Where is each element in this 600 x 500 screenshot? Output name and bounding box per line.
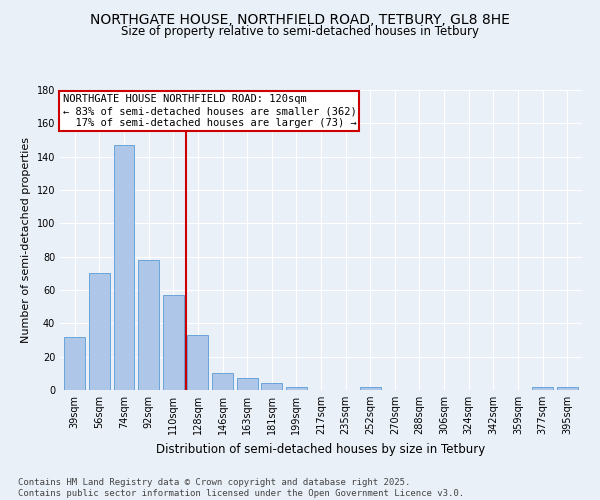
Bar [236, 378, 257, 390]
Text: Size of property relative to semi-detached houses in Tetbury: Size of property relative to semi-detach… [121, 25, 479, 38]
Bar [360, 386, 381, 390]
Bar [286, 386, 307, 390]
Bar [64, 336, 85, 390]
Bar [261, 384, 282, 390]
Bar [212, 374, 233, 390]
Text: Distribution of semi-detached houses by size in Tetbury: Distribution of semi-detached houses by … [157, 442, 485, 456]
Bar [532, 386, 553, 390]
Bar [163, 295, 184, 390]
Text: NORTHGATE HOUSE, NORTHFIELD ROAD, TETBURY, GL8 8HE: NORTHGATE HOUSE, NORTHFIELD ROAD, TETBUR… [90, 12, 510, 26]
Bar [113, 145, 134, 390]
Bar [557, 386, 578, 390]
Bar [138, 260, 159, 390]
Y-axis label: Number of semi-detached properties: Number of semi-detached properties [21, 137, 31, 343]
Text: Contains HM Land Registry data © Crown copyright and database right 2025.
Contai: Contains HM Land Registry data © Crown c… [18, 478, 464, 498]
Text: NORTHGATE HOUSE NORTHFIELD ROAD: 120sqm
← 83% of semi-detached houses are smalle: NORTHGATE HOUSE NORTHFIELD ROAD: 120sqm … [62, 94, 356, 128]
Bar [187, 335, 208, 390]
Bar [89, 274, 110, 390]
